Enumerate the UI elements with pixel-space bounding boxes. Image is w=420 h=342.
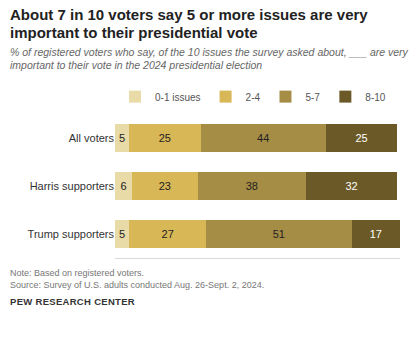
html-text:% of registered voters who say: % of registered voters who say, of the 1… bbox=[10, 46, 408, 71]
svg-text:Trump supporters: Trump supporters bbox=[28, 228, 115, 240]
svg-text:5: 5 bbox=[119, 132, 125, 144]
svg-text:23: 23 bbox=[159, 180, 171, 192]
svg-text:0-1 issues: 0-1 issues bbox=[155, 92, 201, 103]
svg-text:2-4: 2-4 bbox=[246, 92, 261, 103]
svg-text:Harris supporters: Harris supporters bbox=[30, 180, 115, 192]
html-text:PEW RESEARCH CENTER: PEW RESEARCH CENTER bbox=[10, 296, 135, 307]
svg-text:5: 5 bbox=[119, 228, 125, 240]
svg-text:38: 38 bbox=[246, 180, 258, 192]
svg-text:8-10: 8-10 bbox=[365, 92, 385, 103]
html-text:About 7 in 10 voters say 5 or: About 7 in 10 voters say 5 or more issue… bbox=[10, 6, 368, 41]
html-text:Source: Survey of U.S. adults: Source: Survey of U.S. adults conducted … bbox=[10, 279, 265, 290]
svg-text:All voters: All voters bbox=[69, 132, 115, 144]
svg-text:17: 17 bbox=[370, 228, 382, 240]
svg-text:25: 25 bbox=[355, 132, 367, 144]
svg-text:44: 44 bbox=[257, 132, 269, 144]
svg-text:25: 25 bbox=[159, 132, 171, 144]
svg-text:6: 6 bbox=[120, 180, 126, 192]
svg-text:51: 51 bbox=[273, 228, 285, 240]
html-text:Note: Based on registered vote: Note: Based on registered voters. bbox=[10, 268, 145, 278]
svg-text:5-7: 5-7 bbox=[305, 92, 320, 103]
svg-text:27: 27 bbox=[162, 228, 174, 240]
svg-text:32: 32 bbox=[345, 180, 357, 192]
